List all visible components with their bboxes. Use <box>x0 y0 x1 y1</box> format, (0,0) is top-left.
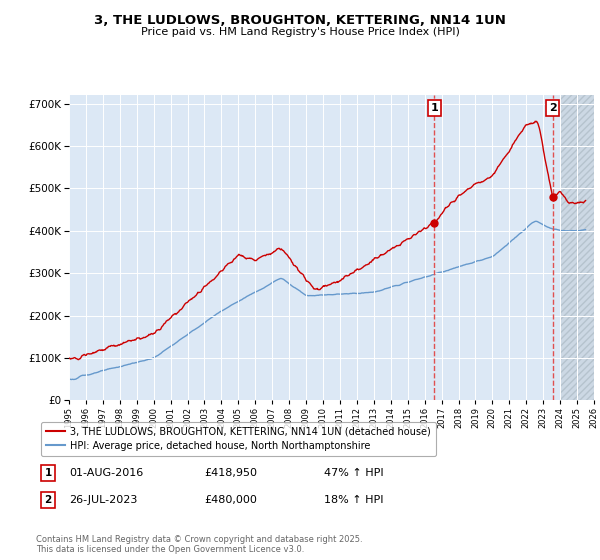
Legend: 3, THE LUDLOWS, BROUGHTON, KETTERING, NN14 1UN (detached house), HPI: Average pr: 3, THE LUDLOWS, BROUGHTON, KETTERING, NN… <box>41 422 436 456</box>
Text: 2: 2 <box>44 495 52 505</box>
Text: 01-AUG-2016: 01-AUG-2016 <box>69 468 143 478</box>
Text: 2: 2 <box>549 103 557 113</box>
Text: Price paid vs. HM Land Registry's House Price Index (HPI): Price paid vs. HM Land Registry's House … <box>140 27 460 37</box>
Text: 3, THE LUDLOWS, BROUGHTON, KETTERING, NN14 1UN: 3, THE LUDLOWS, BROUGHTON, KETTERING, NN… <box>94 14 506 27</box>
Text: 1: 1 <box>431 103 439 113</box>
Text: Contains HM Land Registry data © Crown copyright and database right 2025.
This d: Contains HM Land Registry data © Crown c… <box>36 535 362 554</box>
Bar <box>560 95 594 400</box>
Text: 1: 1 <box>44 468 52 478</box>
Text: £418,950: £418,950 <box>204 468 257 478</box>
Text: 47% ↑ HPI: 47% ↑ HPI <box>324 468 383 478</box>
Text: 18% ↑ HPI: 18% ↑ HPI <box>324 495 383 505</box>
Text: £480,000: £480,000 <box>204 495 257 505</box>
Text: 26-JUL-2023: 26-JUL-2023 <box>69 495 137 505</box>
